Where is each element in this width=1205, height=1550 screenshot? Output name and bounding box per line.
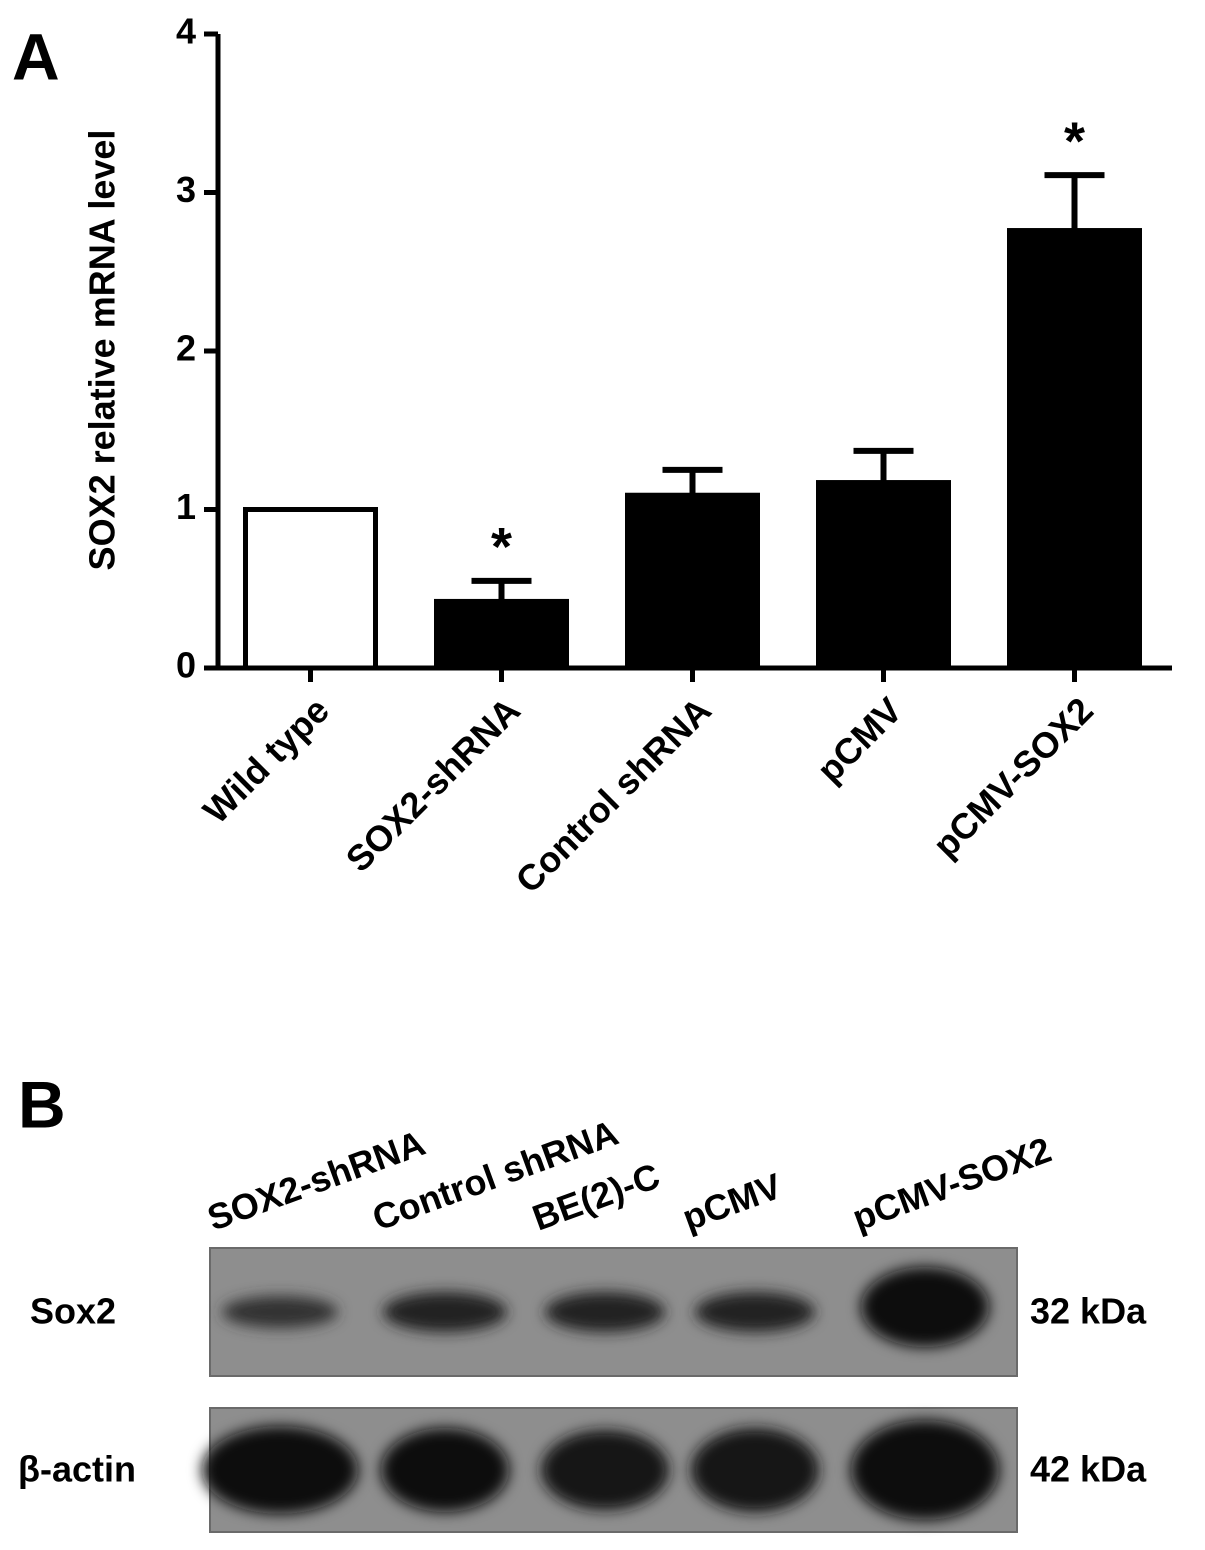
row-label: Sox2 bbox=[30, 1291, 116, 1332]
y-tick-label: 2 bbox=[176, 328, 196, 369]
significance-marker: * bbox=[1064, 111, 1085, 171]
lane-label: pCMV bbox=[677, 1165, 787, 1238]
panel-label: B bbox=[18, 1067, 66, 1141]
y-axis-label: SOX2 relative mRNA level bbox=[82, 130, 123, 571]
bar bbox=[243, 507, 378, 671]
blot-band bbox=[222, 1296, 338, 1328]
y-tick-label: 3 bbox=[176, 169, 196, 210]
lane-label: pCMV-SOX2 bbox=[847, 1129, 1057, 1239]
bar bbox=[816, 480, 951, 671]
x-tick-label: pCMV-SOX2 bbox=[925, 689, 1101, 865]
x-tick-label: Wild type bbox=[195, 689, 337, 831]
y-tick-label: 0 bbox=[176, 645, 196, 686]
y-tick-label: 4 bbox=[176, 11, 196, 52]
band-size: 42 kDa bbox=[1030, 1449, 1147, 1490]
x-tick-label: SOX2-shRNA bbox=[338, 689, 528, 879]
blot-band bbox=[545, 1292, 665, 1332]
x-tick-label: pCMV bbox=[809, 689, 910, 790]
blot-band bbox=[381, 1428, 509, 1512]
band-size: 32 kDa bbox=[1030, 1291, 1147, 1332]
blot-band bbox=[851, 1420, 999, 1520]
blot-band bbox=[695, 1292, 815, 1332]
bar bbox=[625, 492, 760, 671]
blot-band bbox=[202, 1426, 358, 1514]
blot-band bbox=[541, 1430, 669, 1510]
row-label: β-actin bbox=[18, 1449, 136, 1490]
bar bbox=[1007, 228, 1142, 671]
blot-band bbox=[861, 1267, 989, 1347]
y-tick-label: 1 bbox=[176, 486, 196, 527]
x-tick-label: Control shRNA bbox=[507, 689, 718, 900]
significance-marker: * bbox=[491, 517, 512, 577]
panel-label: A bbox=[12, 19, 60, 93]
bar bbox=[434, 598, 569, 671]
blot-band bbox=[383, 1292, 507, 1332]
blot-band bbox=[691, 1428, 819, 1512]
